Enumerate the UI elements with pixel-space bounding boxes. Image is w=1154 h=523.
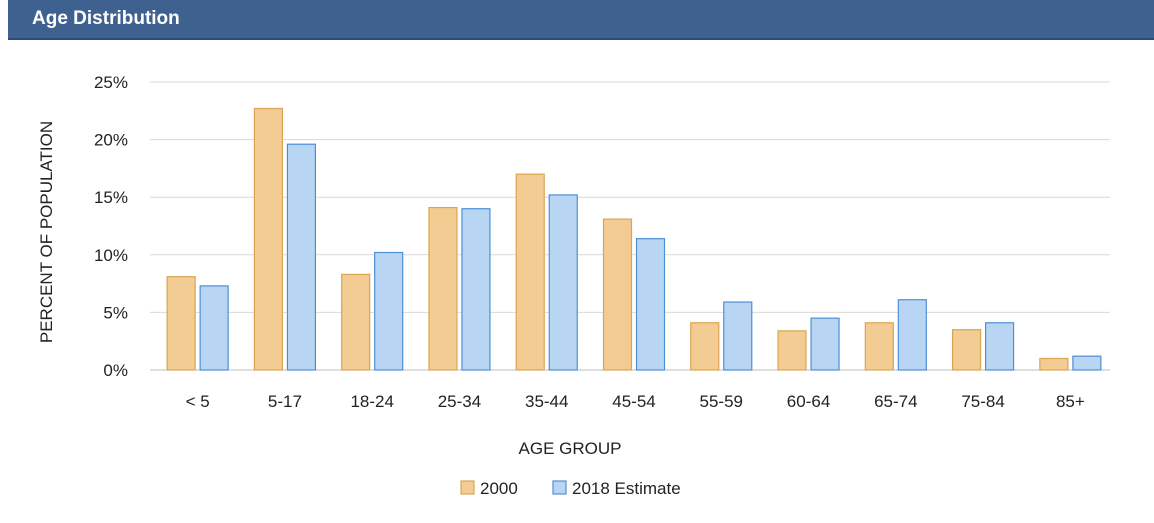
bar-2000 <box>515 173 545 371</box>
y-tick-label: 0% <box>103 361 128 380</box>
chart-header-bar: Age Distribution <box>8 0 1154 40</box>
bar-2000 <box>777 330 807 371</box>
x-tick-label: 60-64 <box>787 392 830 411</box>
x-tick-label: 65-74 <box>874 392 917 411</box>
bar-2018-estimate <box>286 143 317 371</box>
x-tick-label: 85+ <box>1056 392 1085 411</box>
y-tick-label: 10% <box>94 246 128 265</box>
legend-swatch-2000 <box>460 480 475 495</box>
x-tick-label: 55-59 <box>700 392 743 411</box>
bar-2000 <box>602 218 633 371</box>
bar-2000 <box>690 322 720 371</box>
y-tick-label: 25% <box>94 73 128 92</box>
x-tick-label: 5-17 <box>268 392 302 411</box>
legend-label-2018-estimate: 2018 Estimate <box>572 479 681 498</box>
bar-2018-estimate <box>461 208 491 371</box>
bar-2018-estimate <box>897 299 927 371</box>
x-tick-label: 18-24 <box>350 392 393 411</box>
bar-2018-estimate <box>984 322 1015 371</box>
legend-label-2000: 2000 <box>480 479 518 498</box>
y-tick-label: 20% <box>94 131 128 150</box>
x-tick-label: 35-44 <box>525 392 568 411</box>
bar-2000 <box>864 322 894 371</box>
bar-2018-estimate <box>635 238 666 371</box>
bar-2018-estimate <box>810 317 840 371</box>
bar-2018-estimate <box>548 194 578 371</box>
legend-swatch-2018-estimate <box>552 480 567 495</box>
y-tick-label: 5% <box>103 303 128 322</box>
y-axis-ticks: 0% 5% 10% 15% 20% 25% <box>94 73 128 380</box>
x-tick-label: 45-54 <box>612 392 655 411</box>
bar-2000 <box>253 107 284 371</box>
y-axis-label: PERCENT OF POPULATION <box>37 121 56 343</box>
bar-2018-estimate <box>374 251 404 371</box>
bars <box>166 107 1102 371</box>
y-tick-label: 15% <box>94 188 128 207</box>
bar-2000 <box>341 273 371 371</box>
x-tick-label: 25-34 <box>438 392 481 411</box>
bar-2000 <box>428 206 458 371</box>
bar-2000 <box>1039 357 1069 371</box>
x-axis-label: AGE GROUP <box>519 439 622 458</box>
legend: 2000 2018 Estimate <box>460 479 681 498</box>
bar-2000 <box>166 276 196 371</box>
chart-title: Age Distribution <box>32 8 180 29</box>
bar-2018-estimate <box>723 301 753 371</box>
bar-2018-estimate <box>1072 355 1102 371</box>
bar-2018-estimate <box>199 285 229 371</box>
x-axis-ticks: < 5 5-17 18-24 25-34 35-44 45-54 55-59 60-64 65-… <box>186 392 1085 411</box>
x-tick-label: 75-84 <box>961 392 1004 411</box>
bar-2000 <box>951 329 982 371</box>
x-tick-label: < 5 <box>186 392 210 411</box>
